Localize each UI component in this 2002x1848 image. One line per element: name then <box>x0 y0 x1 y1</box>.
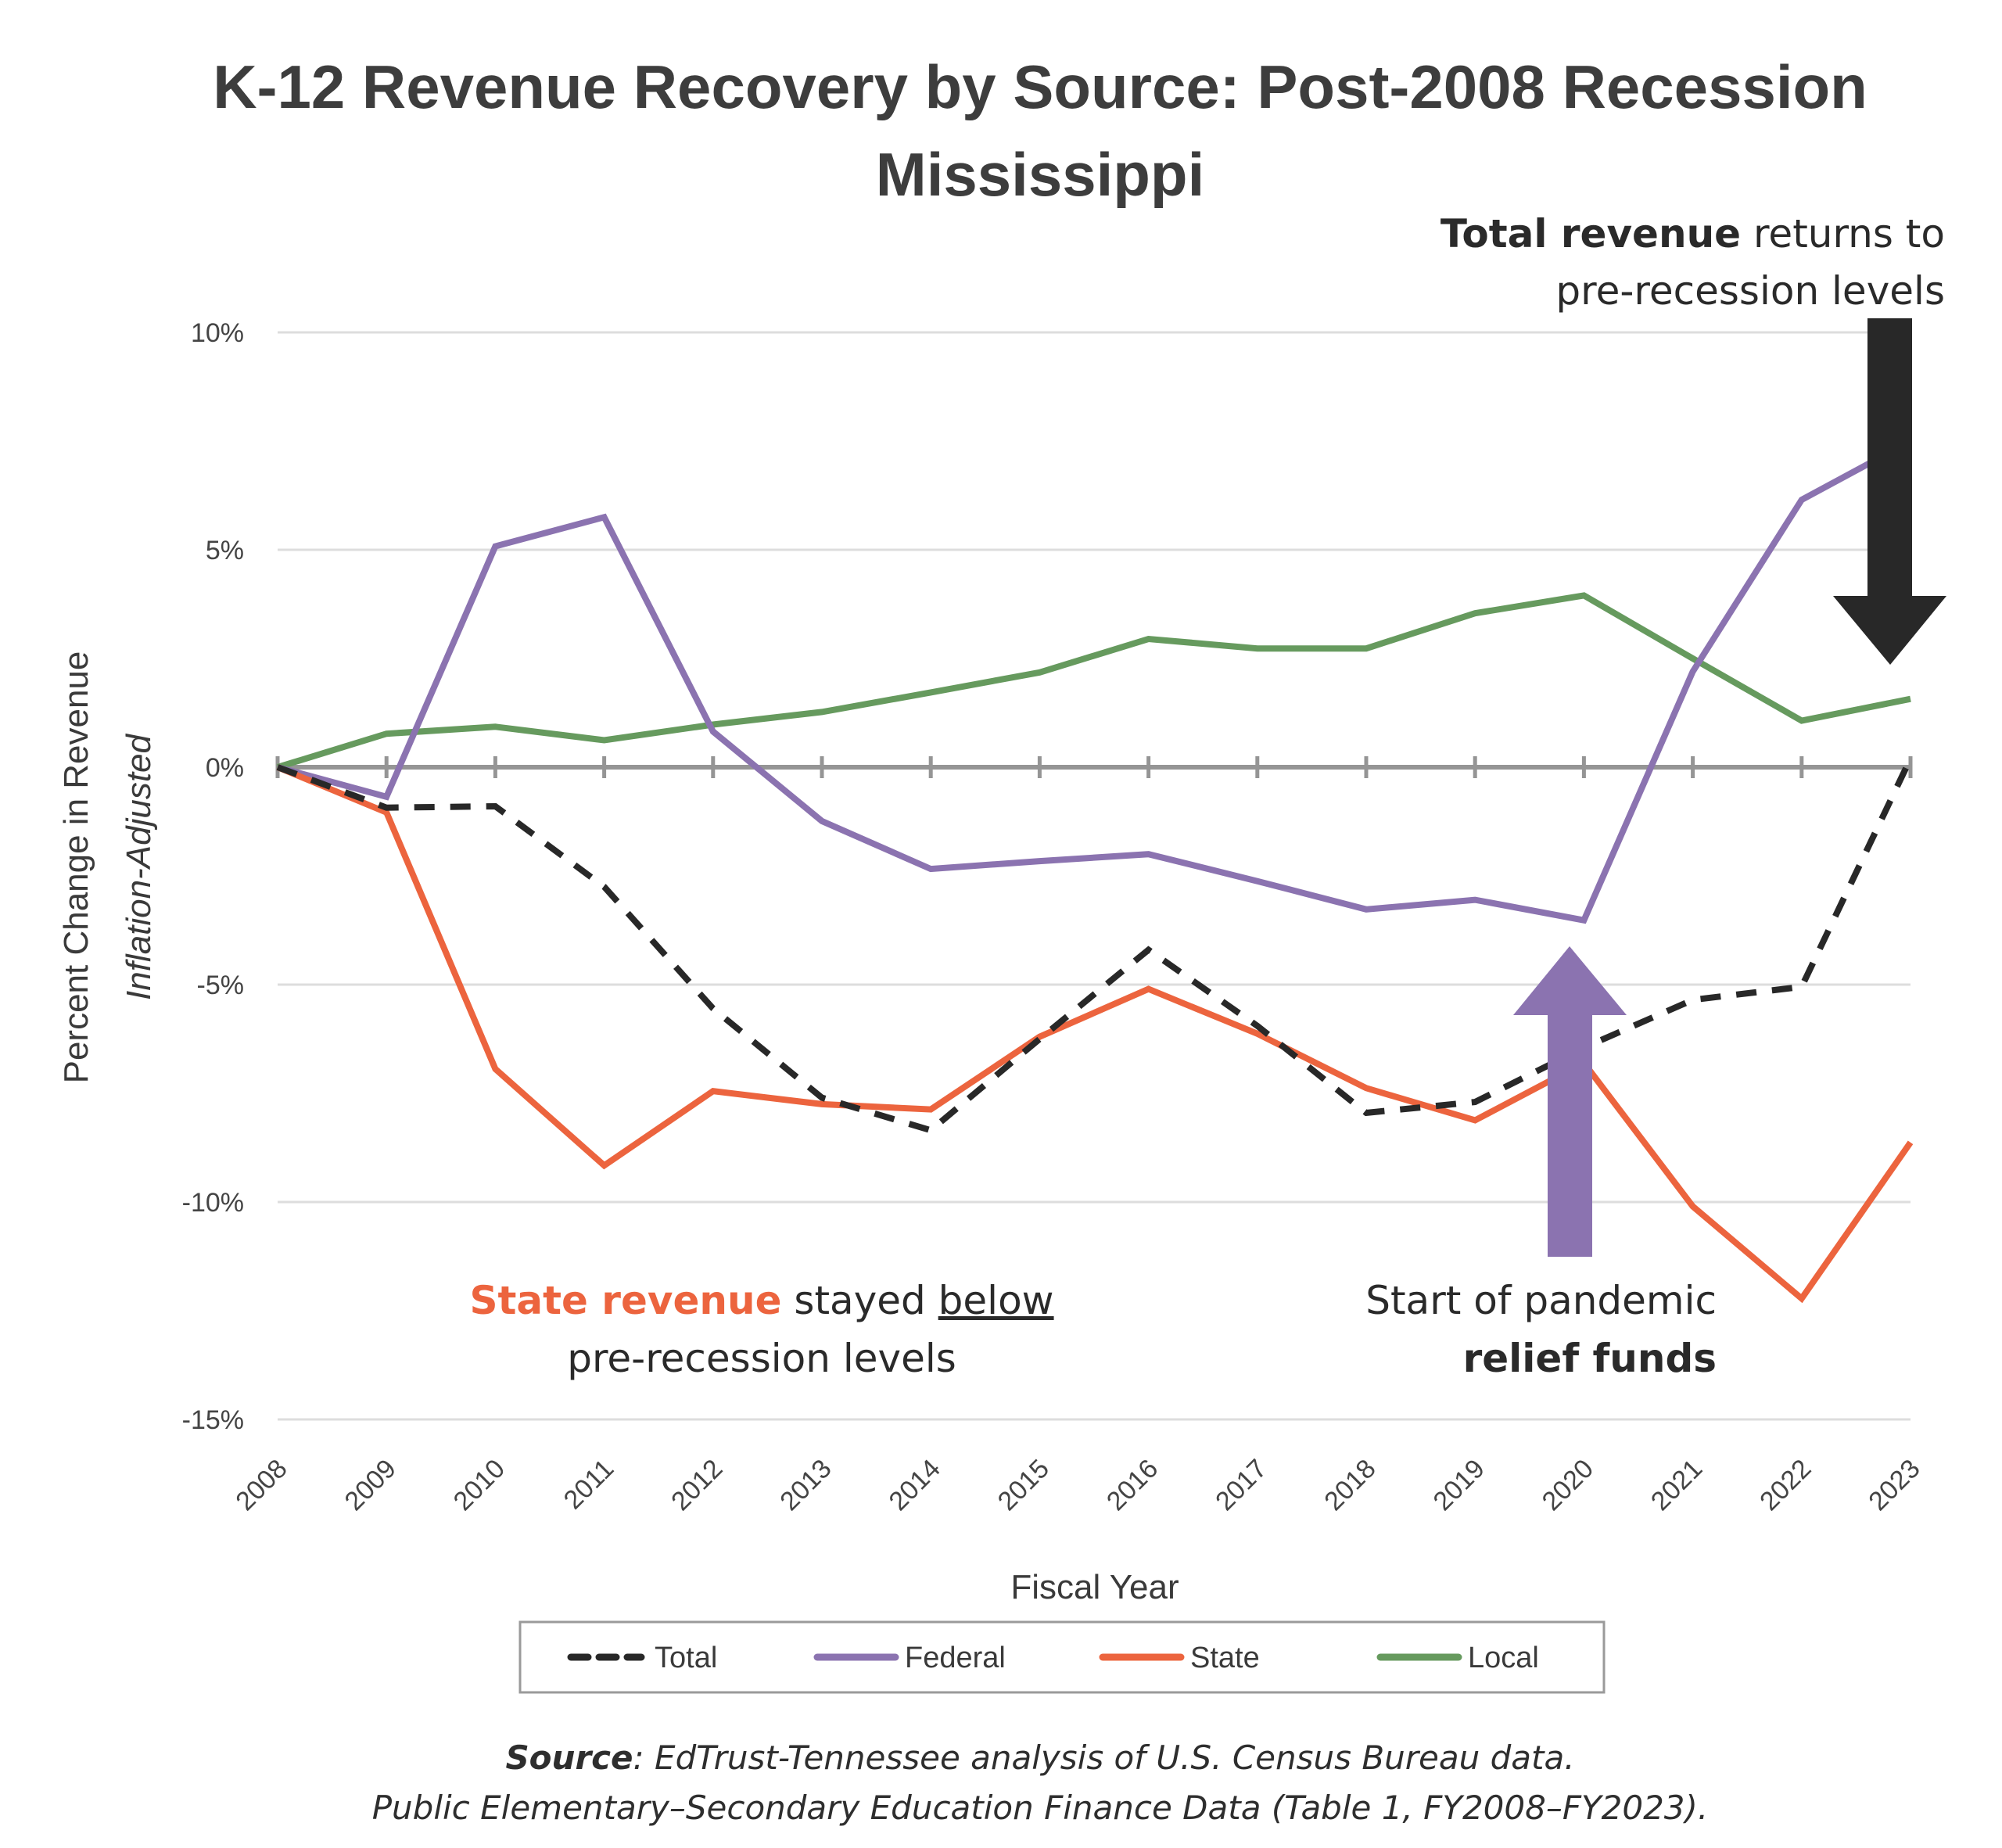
annotation-state-line2: pre-recession levels <box>567 1336 956 1381</box>
annotation-total-line2: pre-recession levels <box>1555 268 1945 314</box>
series-line-total <box>276 757 1914 1134</box>
y-axis-ticks: 10% 5% 0% -5% -10% -15% <box>182 318 244 1435</box>
legend-label-local: Local <box>1468 1642 1539 1674</box>
source-line2: Public Elementary–Secondary Education Fi… <box>372 1789 1709 1827</box>
y-tick-label: -15% <box>182 1405 244 1435</box>
series-line-federal <box>276 438 1912 924</box>
source-line1: Source: EdTrust-Tennessee analysis of U.… <box>505 1739 1574 1777</box>
chart-subtitle: Mississippi <box>876 140 1204 209</box>
y-axis-subtitle: Inflation-Adjusted <box>120 733 158 1000</box>
y-axis-title: Percent Change in Revenue <box>57 651 95 1084</box>
arrow-down-icon <box>1833 318 1946 665</box>
y-tick-label: -5% <box>197 971 244 1000</box>
source-label: Source <box>505 1739 633 1777</box>
x-axis <box>275 756 1913 778</box>
series-line-local <box>276 592 1911 770</box>
annotation-pandemic-bold: relief funds <box>1463 1336 1717 1381</box>
legend-label-state: State <box>1190 1642 1260 1674</box>
y-tick-label: 10% <box>191 318 244 348</box>
chart-title: K-12 Revenue Recovery by Source: Post-20… <box>213 52 1867 121</box>
annotation-total-rest: returns to <box>1741 211 1945 257</box>
arrow-up-icon <box>1513 946 1627 1257</box>
annotation-state-underlined: below <box>938 1278 1054 1323</box>
legend-label-federal: Federal <box>905 1642 1006 1674</box>
y-tick-label: -10% <box>182 1188 244 1218</box>
gridlines <box>278 331 1911 1421</box>
source-text: : EdTrust-Tennessee analysis of U.S. Cen… <box>633 1739 1575 1777</box>
annotation-state-rest: stayed <box>782 1278 938 1323</box>
annotation-total-line1: Total revenue returns to <box>1441 211 1945 257</box>
y-tick-label: 0% <box>206 753 244 783</box>
annotation-state-line1: State revenue stayed below <box>469 1278 1053 1323</box>
x-axis-title: Fiscal Year <box>1010 1568 1179 1606</box>
annotation-pandemic-line1: Start of pandemic <box>1365 1278 1717 1323</box>
series-lines <box>276 438 1914 1304</box>
legend: Total Federal State Local <box>518 1620 1606 1694</box>
annotation-total-bold: Total revenue <box>1441 211 1741 257</box>
y-tick-label: 5% <box>206 536 244 565</box>
series-line-state <box>276 764 1914 1304</box>
annotation-state-bold: State revenue <box>469 1278 781 1323</box>
legend-label-total: Total <box>655 1642 717 1674</box>
